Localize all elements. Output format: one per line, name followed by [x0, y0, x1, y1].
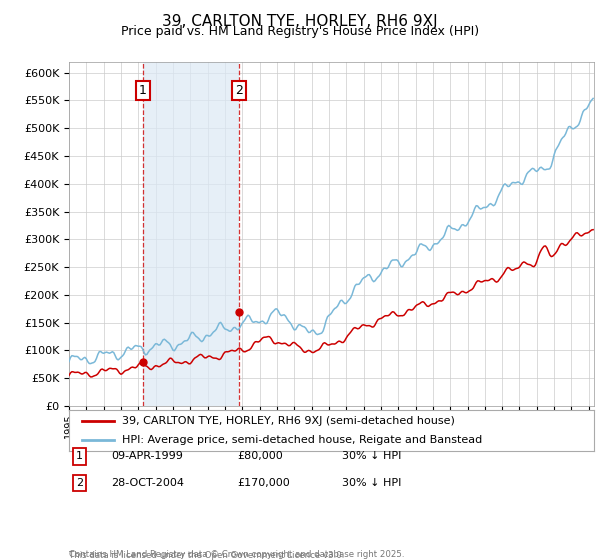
Text: 30% ↓ HPI: 30% ↓ HPI	[342, 478, 401, 488]
Text: £80,000: £80,000	[237, 451, 283, 461]
Text: £170,000: £170,000	[237, 478, 290, 488]
Bar	[143, 62, 239, 406]
Text: Contains HM Land Registry data © Crown copyright and database right 2025.: Contains HM Land Registry data © Crown c…	[69, 550, 404, 559]
Text: 2: 2	[235, 85, 243, 97]
Text: 2: 2	[76, 478, 83, 488]
Text: 30% ↓ HPI: 30% ↓ HPI	[342, 451, 401, 461]
Text: 09-APR-1999: 09-APR-1999	[111, 451, 183, 461]
Text: 28-OCT-2004: 28-OCT-2004	[111, 478, 184, 488]
Text: 1: 1	[139, 85, 147, 97]
Text: HPI: Average price, semi-detached house, Reigate and Banstead: HPI: Average price, semi-detached house,…	[121, 435, 482, 445]
Text: 39, CARLTON TYE, HORLEY, RH6 9XJ: 39, CARLTON TYE, HORLEY, RH6 9XJ	[162, 14, 438, 29]
Text: Price paid vs. HM Land Registry's House Price Index (HPI): Price paid vs. HM Land Registry's House …	[121, 25, 479, 38]
Text: 39, CARLTON TYE, HORLEY, RH6 9XJ (semi-detached house): 39, CARLTON TYE, HORLEY, RH6 9XJ (semi-d…	[121, 417, 454, 426]
Text: 1: 1	[76, 451, 83, 461]
Text: This data is licensed under the Open Government Licence v3.0.: This data is licensed under the Open Gov…	[69, 551, 344, 560]
